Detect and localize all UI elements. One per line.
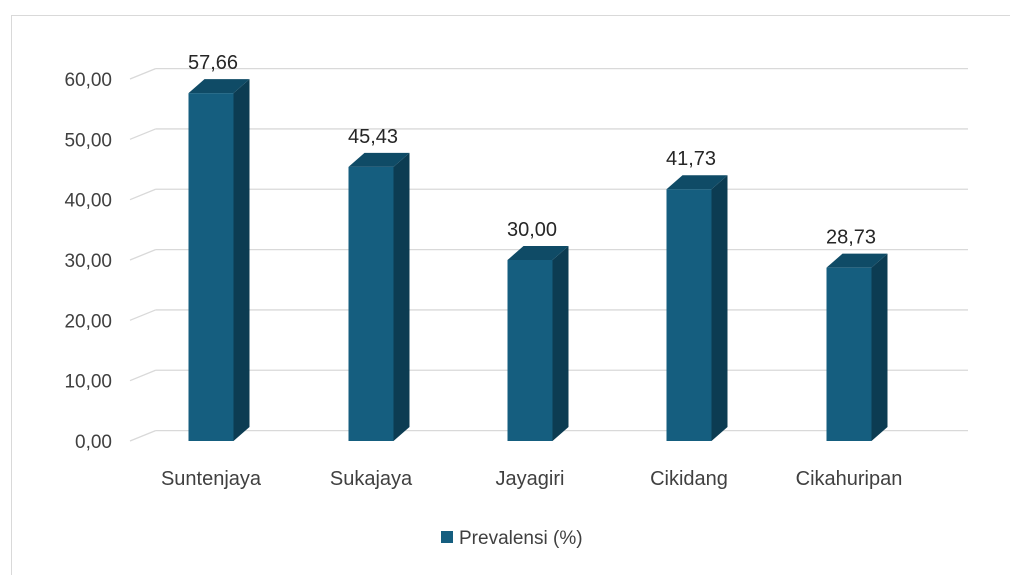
chart-frame [11, 15, 1010, 575]
gridline-slant [129, 188, 156, 201]
bar-sukajaya [348, 152, 410, 441]
x-tick-label: Jayagiri [496, 468, 565, 490]
bar-front [188, 93, 234, 442]
bar-side [233, 79, 250, 442]
y-tick-label: 0,00 [75, 432, 112, 453]
bar-suntenjaya [188, 79, 250, 442]
y-tick-label: 10,00 [64, 372, 112, 393]
bar-top [666, 175, 728, 190]
data-label: 28,73 [826, 227, 876, 249]
bar-cikahuripan [826, 253, 888, 441]
y-tick-label: 20,00 [64, 311, 112, 332]
gridline-slant [129, 429, 156, 442]
y-tick-label: 60,00 [64, 70, 112, 91]
category-labels: Suntenjaya Sukajaya Jayagiri Cikidang Cikahu… [161, 468, 902, 490]
bar-top [826, 253, 888, 268]
x-tick-label: Cikidang [650, 468, 728, 490]
legend: Prevalensi (%) [441, 528, 583, 549]
x-tick-label: Cikahuripan [796, 468, 903, 490]
bar-side [552, 246, 569, 441]
gridline-slant [129, 67, 156, 80]
x-tick-label: Sukajaya [330, 468, 413, 490]
data-label: 41,73 [666, 148, 716, 170]
data-label: 57,66 [188, 52, 238, 74]
bar-front [507, 260, 553, 441]
bar-side [711, 175, 728, 441]
gridline-slant [129, 128, 156, 140]
data-label: 45,43 [348, 126, 398, 148]
bar-top [188, 79, 250, 94]
legend-swatch [441, 531, 453, 543]
bar-side [871, 253, 888, 441]
y-tick-label: 40,00 [64, 191, 112, 212]
data-labels: 57,66 45,43 30,00 41,73 28,73 [188, 52, 876, 249]
bar-front [826, 267, 872, 441]
bar-jayagiri [507, 246, 569, 441]
gridline-slant [129, 309, 156, 321]
data-label: 30,00 [507, 219, 557, 241]
bar-side [393, 152, 410, 441]
bar-top [507, 246, 569, 260]
gridline-slant [129, 248, 156, 261]
y-tick-label: 50,00 [64, 130, 112, 151]
bar-front [348, 166, 394, 441]
y-axis-ticks: 0,00 10,00 20,00 30,00 40,00 50,00 60,00 [64, 70, 112, 453]
legend-label: Prevalensi (%) [459, 528, 583, 549]
y-tick-label: 30,00 [64, 251, 112, 272]
bars [188, 79, 888, 442]
bar-front [666, 189, 712, 441]
bar-cikidang [666, 175, 728, 441]
gridline-slant [129, 369, 156, 382]
bar-top [348, 152, 410, 167]
x-tick-label: Suntenjaya [161, 468, 262, 490]
